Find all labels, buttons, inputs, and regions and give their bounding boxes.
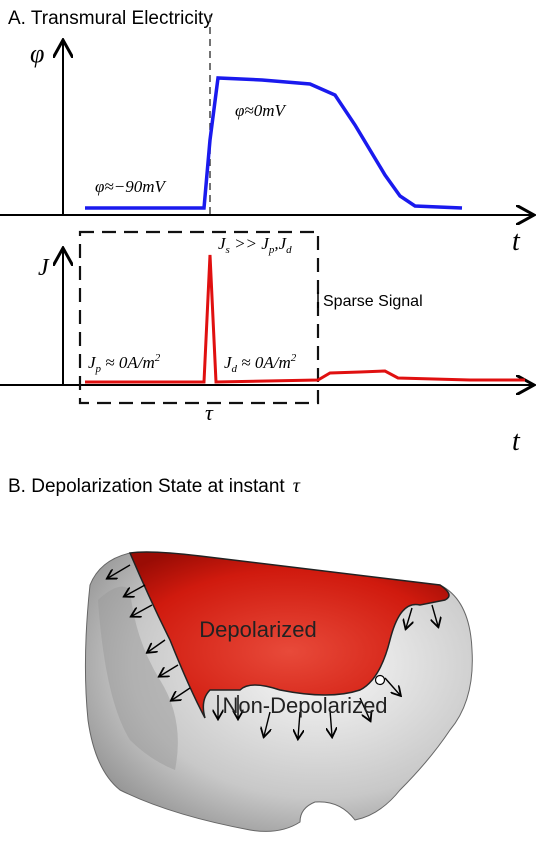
text-part: B. Depolarization State at instant	[8, 476, 285, 497]
text-part: τ	[293, 475, 301, 497]
heart-model: Depolarized Non-Depolarized	[85, 552, 472, 831]
plateau-label: φ≈0mV	[235, 101, 288, 120]
non-depolarized-label: Non-Depolarized	[222, 693, 387, 718]
rest-label: φ≈−90mV	[95, 177, 167, 196]
tau-label: τ	[205, 400, 214, 425]
text-part: 2	[291, 352, 297, 364]
post-label: Jd ≈ 0A/m2	[224, 352, 297, 375]
phi-label: φ	[30, 39, 44, 68]
text-part: 2	[155, 352, 161, 364]
text-part: ≈ 0A/m	[101, 353, 155, 372]
panel-b-title: B. Depolarization State at instant τ	[8, 475, 301, 497]
pre-label: Jp ≈ 0A/m2	[88, 352, 161, 375]
spike-label: Js >> Jp,Jd	[218, 234, 292, 256]
t-label: t	[512, 226, 521, 257]
depolarized-label: Depolarized	[199, 617, 316, 642]
box-label: Sparse Signal	[323, 293, 423, 310]
text-part: >>	[230, 234, 261, 253]
text-part: d	[286, 244, 292, 256]
figure: A. Transmural Electricity φ t φ≈−90mV φ≈…	[0, 0, 536, 858]
sparse-box	[80, 232, 318, 403]
panel-a-title: A. Transmural Electricity	[8, 8, 213, 29]
t-label: t	[512, 426, 521, 457]
j-label: J	[38, 255, 50, 281]
text-part: ≈ 0A/m	[237, 353, 291, 372]
